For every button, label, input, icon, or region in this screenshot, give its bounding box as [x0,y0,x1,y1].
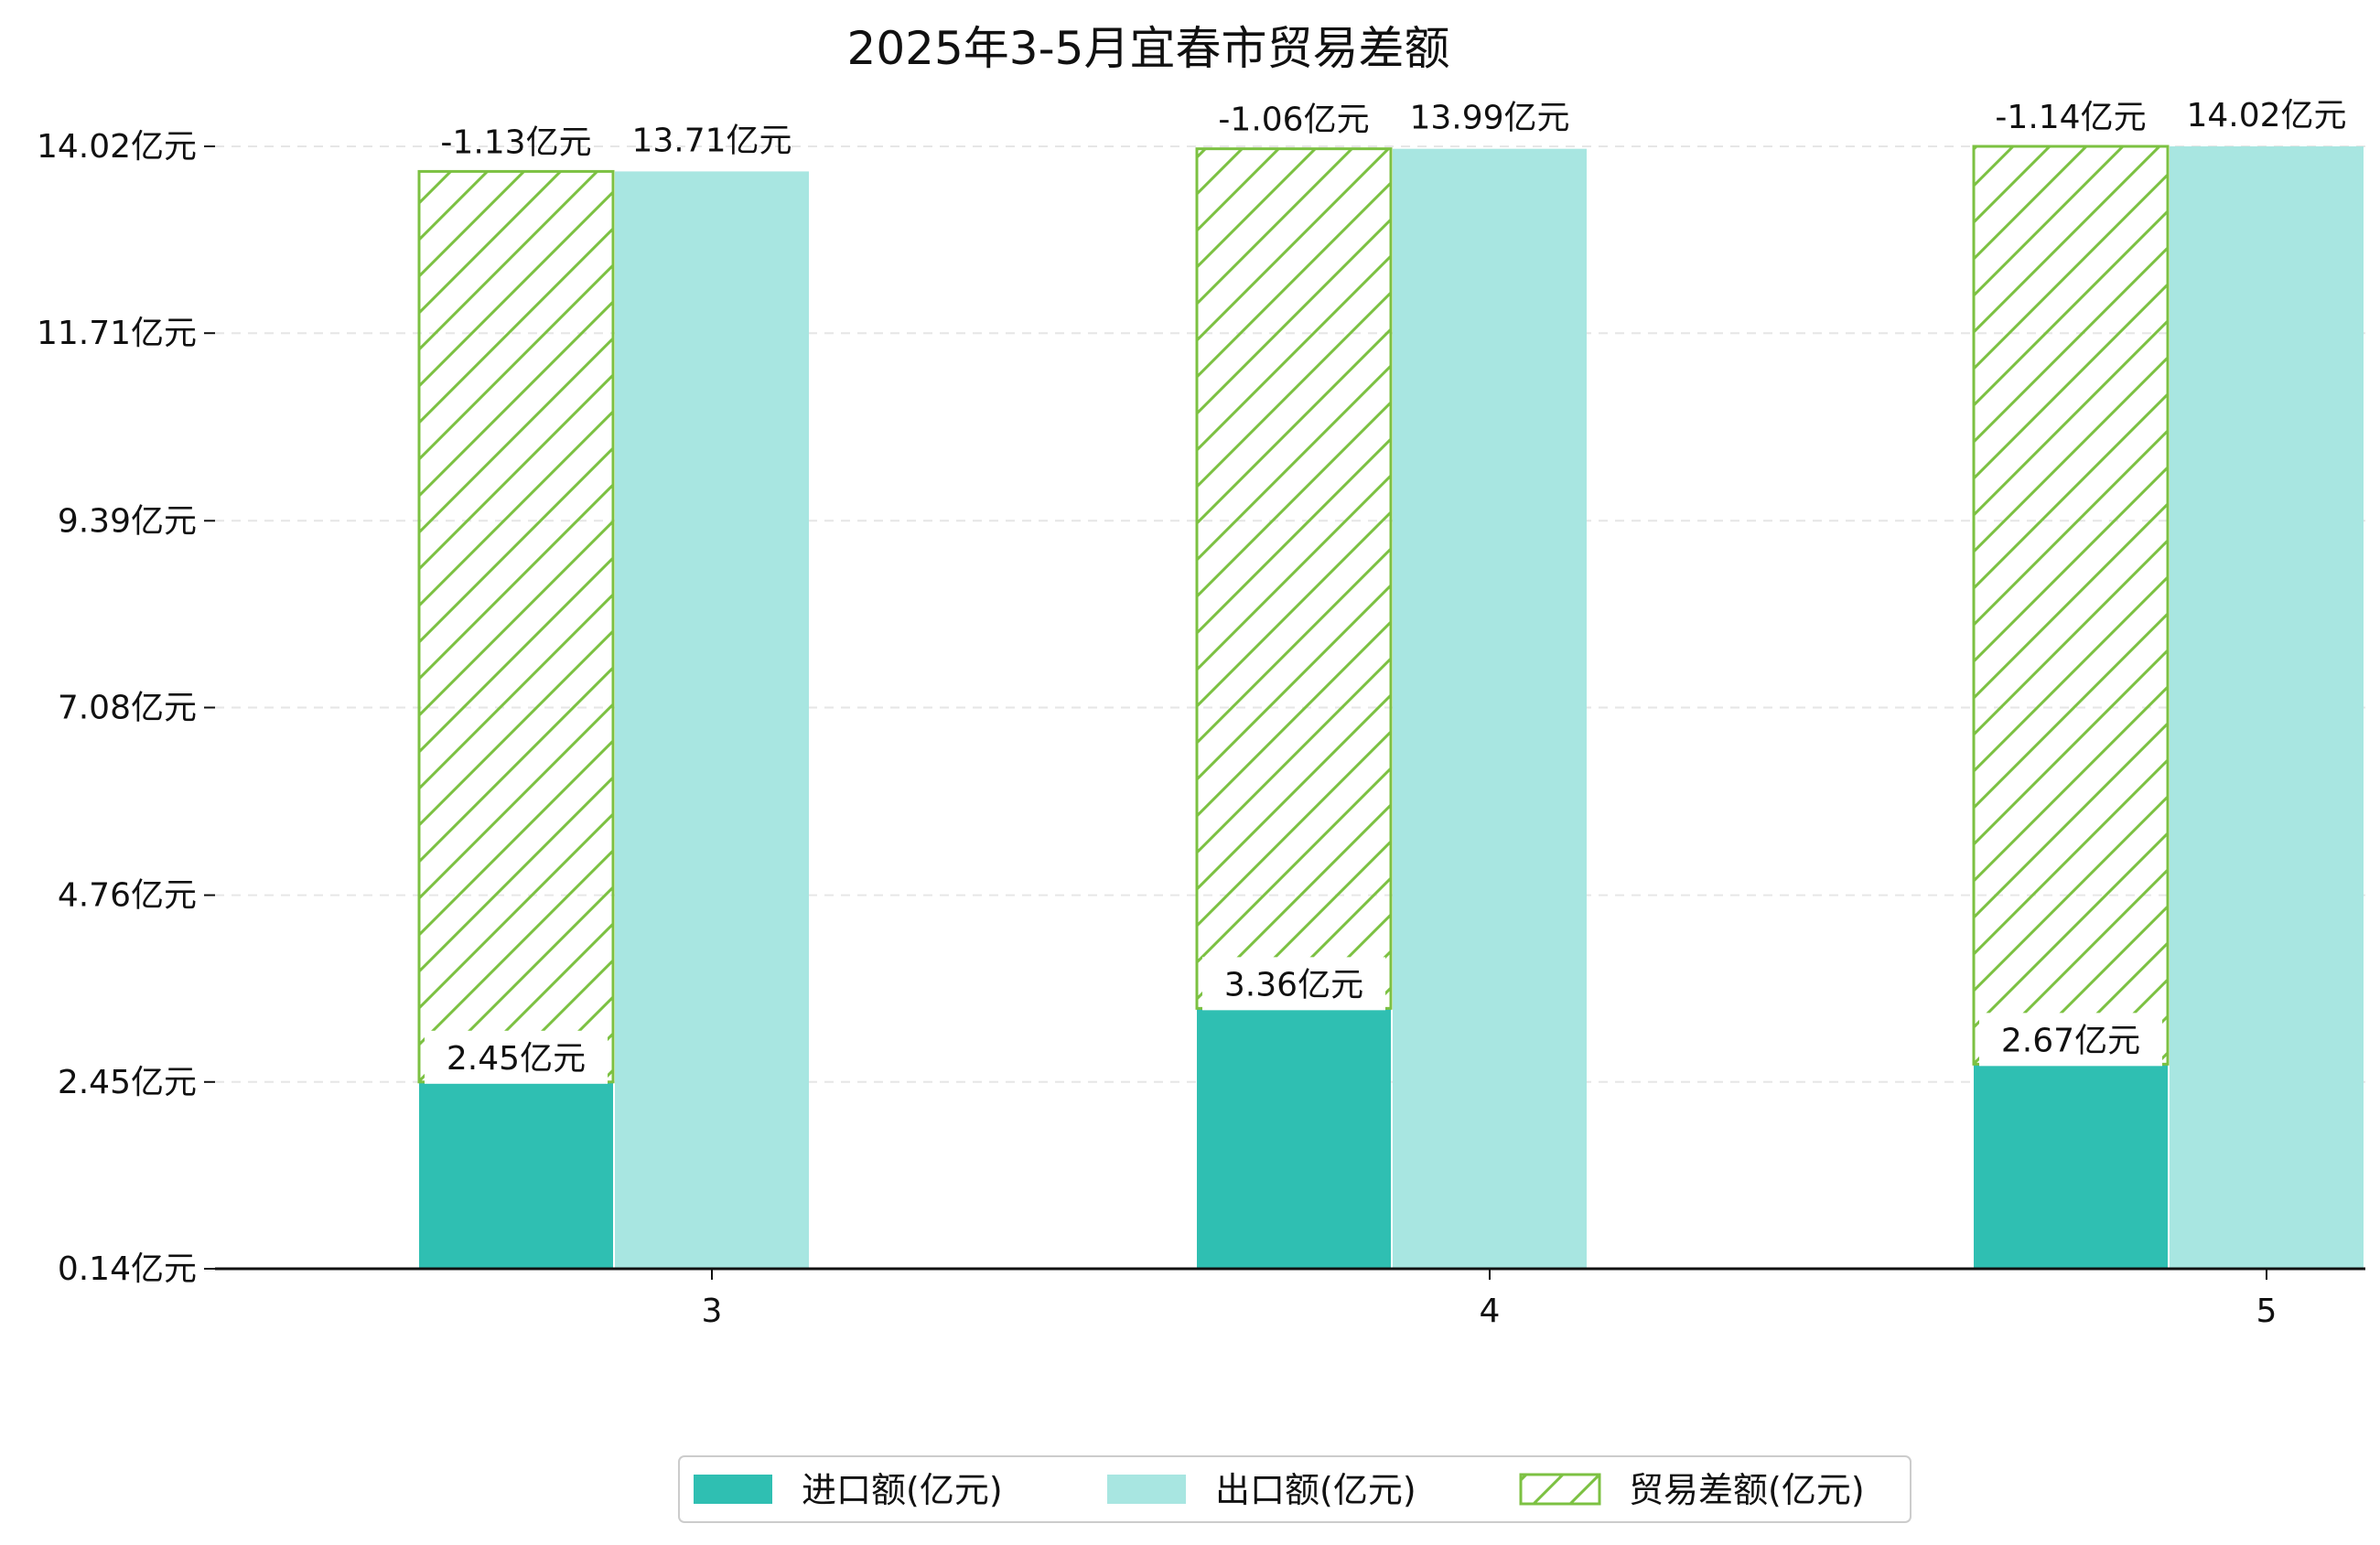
bar-import [1197,1008,1391,1269]
data-label-import: 3.36亿元 [1224,966,1363,1003]
bars [417,145,2364,1270]
legend-import-label: 进口额(亿元) [802,1470,1003,1510]
bar-import [419,1081,613,1269]
x-tick-label: 4 [1480,1293,1501,1330]
y-tick-label: 0.14亿元 [58,1250,197,1288]
bar-export [1393,148,1587,1270]
legend-balance-swatch [1519,1473,1601,1506]
y-tick-label: 7.08亿元 [58,690,197,727]
label-bg [1202,957,1385,1011]
data-label-export: 13.99亿元 [1409,100,1569,137]
data-label-export: 13.71亿元 [631,122,792,159]
legend-box [678,1455,1912,1523]
data-label-import: 2.45亿元 [447,1040,586,1078]
bar-balance [1972,145,2170,1066]
y-tick-label: 9.39亿元 [58,502,197,540]
legend-export-label: 出口额(亿元) [1215,1470,1416,1510]
bar-balance [417,169,615,1084]
x-tick-label: 3 [702,1293,723,1330]
y-tick-label: 2.45亿元 [58,1064,197,1101]
y-tick-label: 11.71亿元 [37,315,197,352]
y-tick-label: 4.76亿元 [58,877,197,915]
legend-balance-label: 贸易差额(亿元) [1629,1470,1865,1510]
data-labels: 2.45亿元 -1.13亿元 13.71亿元 3.36亿元 -1.06亿元 13.99亿元… [425,97,2347,1084]
data-label-export: 14.02亿元 [2186,97,2346,134]
label-bg [1979,1013,2162,1067]
bar-balance [1195,147,1393,1010]
x-tick-label: 5 [2256,1293,2278,1330]
chart-title: 2025年3-5月宜春市贸易差额 [847,22,1450,75]
label-bg [425,1030,608,1084]
axes: 0.14亿元 2.45亿元 4.76亿元 7.08亿元 9.39亿元 11.71亿元 14.… [37,128,2365,1330]
data-label-import: 2.67亿元 [2001,1022,2140,1059]
legend[interactable]: 进口额(亿元) 出口额(亿元) 贸易差额(亿元) [678,1455,1912,1523]
data-label-balance: -1.06亿元 [1218,102,1369,139]
bar-export [615,171,809,1269]
data-label-balance: -1.13亿元 [440,123,591,161]
data-label-balance: -1.14亿元 [1995,99,2146,136]
legend-import-swatch [694,1475,772,1504]
bar-export [2170,146,2364,1269]
y-tick-label: 14.02亿元 [37,128,197,166]
legend-export-swatch [1107,1475,1186,1504]
bar-import [1974,1064,2168,1269]
